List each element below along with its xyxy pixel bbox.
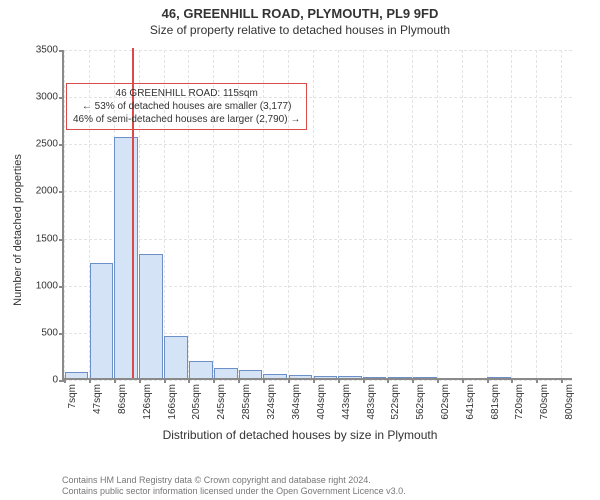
x-tick [561,378,563,383]
x-tick-label: 443sqm [341,384,352,420]
histogram-bar [314,376,337,378]
x-tick-label: 166sqm [167,384,178,420]
x-tick [263,378,265,383]
y-tick-label: 500 [41,327,58,338]
x-tick [313,378,315,383]
grid-line-v [64,50,65,378]
x-tick [511,378,513,383]
grid-line-v [363,50,364,378]
grid-line-v [437,50,438,378]
histogram-bar [189,361,213,378]
x-tick-label: 324sqm [266,384,277,420]
x-tick [139,378,141,383]
x-tick [164,378,166,383]
x-tick-label: 602sqm [440,384,451,420]
histogram-bar [363,377,386,378]
x-tick-label: 720sqm [514,384,525,420]
histogram-bar [289,375,313,378]
x-tick [487,378,489,383]
x-tick [412,378,414,383]
x-tick [238,378,240,383]
x-tick [89,378,91,383]
footer-line-2: Contains public sector information licen… [62,486,560,498]
x-tick [288,378,290,383]
grid-line-v [387,50,388,378]
x-tick-label: 800sqm [564,384,575,420]
plot-area: 05001000150020002500300035007sqm47sqm86s… [62,50,572,380]
y-tick-label: 2000 [36,186,58,197]
chart-title: 46, GREENHILL ROAD, PLYMOUTH, PL9 9FD [0,0,600,21]
x-tick-label: 404sqm [316,384,327,420]
y-tick-label: 3500 [36,45,58,56]
x-tick [213,378,215,383]
histogram-bar [487,377,510,378]
y-tick-label: 1500 [36,233,58,244]
x-tick [114,378,116,383]
x-tick [387,378,389,383]
footer-line-1: Contains HM Land Registry data © Crown c… [62,475,560,487]
histogram-bar [90,263,113,379]
grid-line-v [487,50,488,378]
histogram-bar [65,372,89,378]
footer-attribution: Contains HM Land Registry data © Crown c… [0,475,600,498]
y-tick-label: 3000 [36,92,58,103]
y-axis-label: Number of detached properties [12,80,24,380]
x-tick [363,378,365,383]
grid-line-v [511,50,512,378]
grid-line-v [313,50,314,378]
histogram-bar [164,336,187,378]
annotation-box: 46 GREENHILL ROAD: 115sqm← 53% of detach… [66,83,307,130]
histogram-bar [338,376,362,378]
x-tick-label: 126sqm [142,384,153,420]
x-tick-label: 760sqm [539,384,550,420]
histogram-bar [263,374,287,378]
x-tick-label: 47sqm [92,384,103,414]
histogram-bar [388,377,412,378]
y-tick-label: 1000 [36,280,58,291]
grid-line-h [64,144,572,145]
x-tick-label: 245sqm [216,384,227,420]
histogram-bar [139,254,163,378]
x-tick-label: 364sqm [291,384,302,420]
x-tick-label: 483sqm [366,384,377,420]
y-tick-label: 0 [52,375,58,386]
x-tick [188,378,190,383]
x-tick [338,378,340,383]
grid-line-h [64,50,572,51]
histogram-bar [114,137,138,378]
y-tick-label: 2500 [36,139,58,150]
x-tick-label: 641sqm [465,384,476,420]
grid-line-v [462,50,463,378]
grid-line-v [536,50,537,378]
x-tick-label: 205sqm [191,384,202,420]
x-tick [64,378,66,383]
x-tick-label: 681sqm [490,384,501,420]
x-axis-label: Distribution of detached houses by size … [0,428,600,442]
histogram-bar [413,377,437,378]
grid-line-h [64,239,572,240]
annotation-line: 46 GREENHILL ROAD: 115sqm [73,87,300,100]
x-tick-label: 285sqm [241,384,252,420]
x-tick-label: 86sqm [117,384,128,414]
grid-line-h [64,191,572,192]
x-tick [536,378,538,383]
histogram-bar [239,370,262,378]
histogram-bar [214,368,238,378]
annotation-line: 46% of semi-detached houses are larger (… [73,113,300,126]
grid-line-v [412,50,413,378]
chart-subtitle: Size of property relative to detached ho… [0,21,600,37]
grid-line-v [561,50,562,378]
x-tick-label: 7sqm [67,384,78,408]
x-tick-label: 562sqm [415,384,426,420]
x-tick [437,378,439,383]
x-tick-label: 522sqm [390,384,401,420]
grid-line-v [338,50,339,378]
figure-container: 46, GREENHILL ROAD, PLYMOUTH, PL9 9FD Si… [0,0,600,500]
annotation-line: ← 53% of detached houses are smaller (3,… [73,100,300,113]
x-tick [462,378,464,383]
chart-area: Number of detached properties 0500100015… [0,40,600,440]
